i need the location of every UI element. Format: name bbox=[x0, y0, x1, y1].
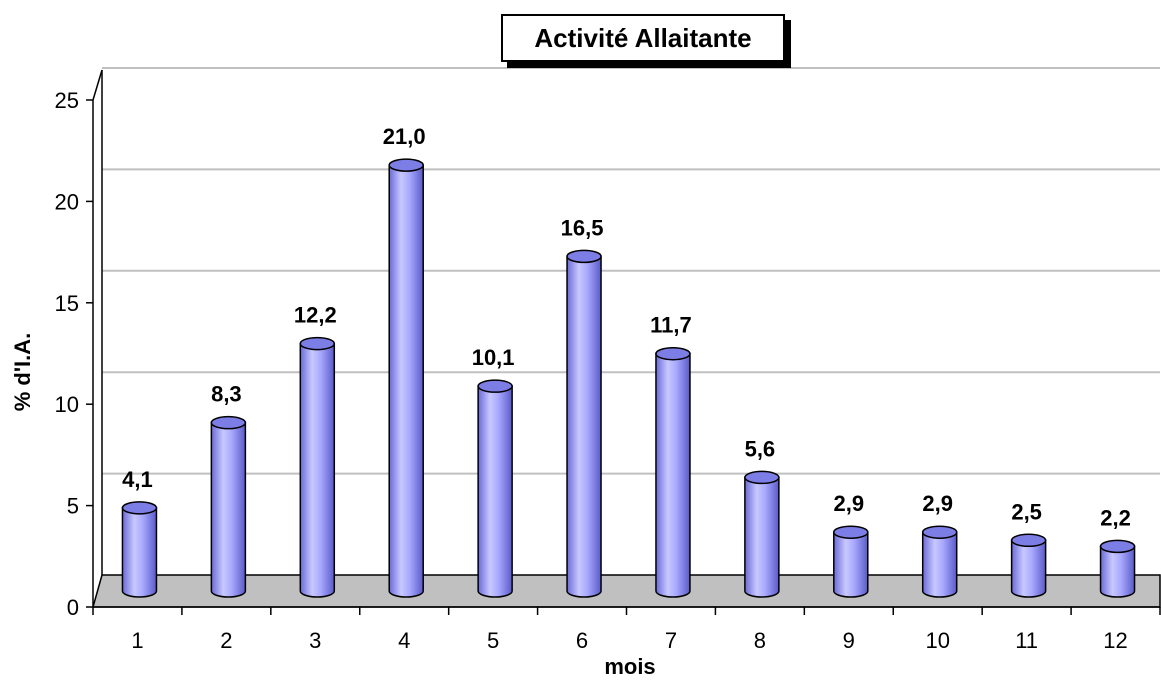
bar-body bbox=[299, 342, 336, 598]
bar bbox=[566, 249, 602, 598]
bar-body bbox=[566, 255, 602, 598]
data-label: 12,2 bbox=[294, 303, 337, 328]
bar-top bbox=[1099, 539, 1136, 554]
bar bbox=[655, 346, 691, 598]
bar-body bbox=[477, 385, 513, 598]
bar-body bbox=[921, 531, 958, 598]
x-tick-label: 2 bbox=[220, 628, 232, 653]
bar bbox=[833, 525, 869, 598]
data-label: 21,0 bbox=[383, 124, 426, 149]
bar-top bbox=[299, 336, 336, 351]
bar bbox=[744, 470, 780, 598]
bar-top bbox=[1010, 533, 1047, 548]
bar-body bbox=[121, 507, 158, 598]
bar bbox=[1010, 533, 1047, 598]
x-tick-label: 7 bbox=[665, 628, 677, 653]
data-label: 2,2 bbox=[1100, 505, 1131, 530]
bar bbox=[388, 158, 424, 598]
x-tick-label: 5 bbox=[487, 628, 499, 653]
bar-top bbox=[833, 525, 869, 539]
bar-body bbox=[1010, 539, 1047, 598]
bar bbox=[299, 336, 336, 598]
x-tick-label: 3 bbox=[309, 628, 321, 653]
y-tick-label: 25 bbox=[55, 88, 79, 113]
data-label: 4,1 bbox=[122, 467, 153, 492]
data-label: 2,9 bbox=[922, 491, 953, 516]
bar-top bbox=[744, 470, 780, 485]
x-axis-label: mois bbox=[604, 654, 655, 679]
x-tick-label: 8 bbox=[754, 628, 766, 653]
bar bbox=[1099, 539, 1136, 598]
data-label: 11,7 bbox=[650, 313, 692, 338]
bar-body bbox=[210, 421, 247, 598]
bar bbox=[921, 525, 958, 598]
bar-top bbox=[388, 158, 424, 172]
bar-body bbox=[833, 531, 869, 598]
data-label: 5,6 bbox=[745, 436, 776, 461]
y-tick-label: 20 bbox=[55, 189, 79, 214]
y-tick-label: 15 bbox=[55, 291, 79, 316]
bar-top bbox=[477, 379, 513, 393]
x-tick-label: 4 bbox=[398, 628, 410, 653]
depth-edge-top bbox=[92, 69, 103, 101]
bar-top bbox=[210, 415, 247, 430]
bar-top bbox=[566, 249, 602, 264]
bar-body bbox=[388, 164, 424, 598]
chart-title-box: Activité Allaitante bbox=[501, 14, 785, 62]
bar-body bbox=[1099, 545, 1136, 598]
bar bbox=[210, 415, 247, 598]
x-tick-label: 12 bbox=[1103, 628, 1127, 653]
x-tick-label: 11 bbox=[1015, 628, 1038, 653]
bar-top bbox=[921, 525, 958, 539]
bar bbox=[477, 379, 513, 598]
data-label: 16,5 bbox=[561, 215, 604, 240]
y-tick-label: 0 bbox=[67, 595, 79, 620]
bar-body bbox=[744, 476, 780, 598]
y-axis-label: % d'I.A. bbox=[10, 333, 35, 412]
y-tick-label: 10 bbox=[55, 392, 79, 417]
x-tick-label: 6 bbox=[576, 628, 588, 653]
data-label: 10,1 bbox=[472, 345, 515, 370]
chart-floor bbox=[92, 574, 1161, 608]
data-label: 2,5 bbox=[1011, 499, 1042, 524]
data-label: 8,3 bbox=[211, 382, 242, 407]
x-tick-label: 9 bbox=[843, 628, 855, 653]
x-tick-label: 1 bbox=[131, 628, 143, 653]
bar-body bbox=[655, 352, 691, 598]
chart-title: Activité Allaitante bbox=[534, 22, 752, 53]
y-tick-label: 5 bbox=[67, 494, 79, 519]
bar-top bbox=[121, 501, 158, 515]
bar-top bbox=[655, 346, 691, 361]
x-tick-label: 10 bbox=[925, 628, 949, 653]
data-label: 2,9 bbox=[833, 491, 864, 516]
bar bbox=[121, 501, 158, 598]
